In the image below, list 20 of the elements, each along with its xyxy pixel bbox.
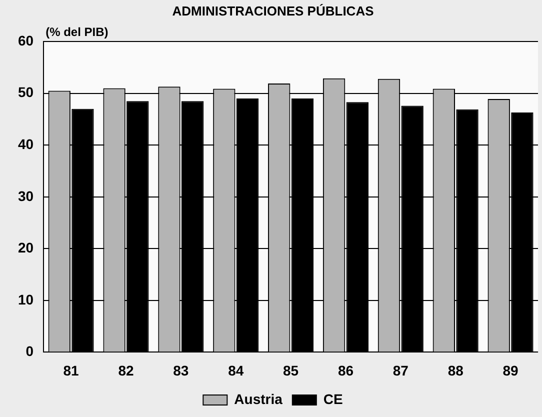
x-tick-label: 85 <box>282 362 299 378</box>
x-tick-label: 87 <box>392 362 409 378</box>
x-tick-label: 88 <box>448 362 464 378</box>
legend-label: CE <box>323 390 343 407</box>
y-tick-label: 60 <box>18 32 34 48</box>
x-tick-label: 84 <box>228 362 244 378</box>
x-tick-label: 81 <box>63 362 80 378</box>
legend-label: Austria <box>234 390 283 407</box>
x-tick-label: 82 <box>118 362 134 378</box>
x-tick-label: 86 <box>338 362 354 378</box>
y-tick-label: 20 <box>18 240 34 256</box>
y-tick-label: 40 <box>18 136 34 152</box>
x-tick-label: 83 <box>173 362 189 378</box>
y-axis-title: (% del PIB) <box>46 24 108 39</box>
y-tick-label: 50 <box>18 84 34 100</box>
chart-title: ADMINISTRACIONES PÚBLICAS <box>172 3 374 18</box>
x-tick-label: 89 <box>502 362 519 378</box>
y-tick-label: 30 <box>18 188 34 204</box>
y-tick-label: 0 <box>26 343 34 360</box>
y-tick-label: 10 <box>18 291 34 308</box>
